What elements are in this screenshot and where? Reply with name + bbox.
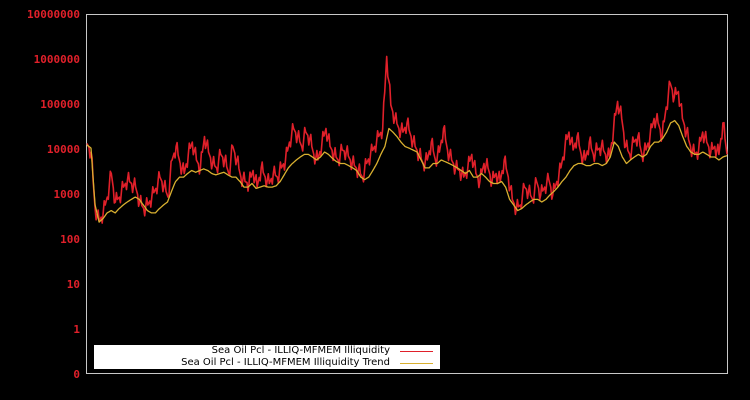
y-tick-label: 100 <box>60 233 80 246</box>
legend-swatch-trend <box>400 363 433 364</box>
series-layer <box>86 55 728 224</box>
y-tick-label: 10000000 <box>27 8 80 21</box>
legend-label: Sea Oil Pcl - ILLIQ-MFMEM Illiquidity Tr… <box>181 357 390 368</box>
y-tick-label: 10000 <box>46 143 80 156</box>
legend-item-illiquidity: Sea Oil Pcl - ILLIQ-MFMEM Illiquidity <box>212 345 390 357</box>
plot-area <box>86 14 728 374</box>
legend-item-trend: Sea Oil Pcl - ILLIQ-MFMEM Illiquidity Tr… <box>181 357 390 369</box>
y-tick-label: 1 <box>73 323 80 336</box>
legend-swatch-illiquidity <box>400 351 433 352</box>
legend-label: Sea Oil Pcl - ILLIQ-MFMEM Illiquidity <box>211 345 390 356</box>
y-tick-label: 100000 <box>40 98 80 111</box>
y-tick-label: 10 <box>66 278 80 291</box>
y-tick-label: 1000000 <box>33 53 80 66</box>
series-trend-line <box>86 119 728 223</box>
series-illiquidity-line <box>86 55 728 224</box>
legend: Sea Oil Pcl - ILLIQ-MFMEM Illiquidity Se… <box>94 345 440 369</box>
y-tick-label: 1000 <box>53 188 81 201</box>
y-tick-label: 0 <box>73 368 80 381</box>
